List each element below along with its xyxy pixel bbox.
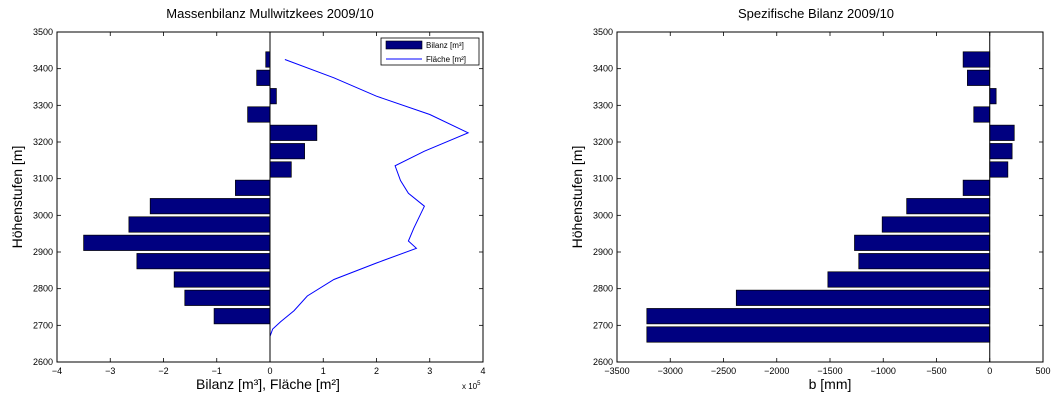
- chart-left-ylabel: Höhenstufen [m]: [9, 146, 25, 249]
- x-tick-label: −1: [212, 366, 222, 376]
- bar: [265, 51, 271, 68]
- y-tick-label: 2600: [593, 357, 613, 367]
- chart-left-flaeche-line: [269, 59, 470, 337]
- y-tick-label: 3300: [33, 100, 53, 110]
- chart-left-bars: [83, 51, 318, 325]
- bar: [989, 88, 997, 105]
- bar: [827, 271, 991, 288]
- bar: [128, 216, 271, 233]
- y-tick-label: 3500: [593, 27, 613, 37]
- bar: [247, 106, 271, 123]
- bar: [269, 143, 305, 160]
- bar: [149, 198, 271, 215]
- y-tick-label: 3200: [593, 137, 613, 147]
- x-tick-label: 4: [480, 366, 485, 376]
- chart-right-bars: [646, 51, 1015, 343]
- y-tick-label: 3000: [593, 210, 613, 220]
- bar: [269, 124, 318, 141]
- exponent-base: x 10: [462, 382, 478, 391]
- x-tick-label: −3: [105, 366, 115, 376]
- bar: [881, 216, 991, 233]
- bar: [854, 234, 991, 251]
- x-tick-label: −500: [926, 366, 946, 376]
- chart-left: Massenbilanz Mullwitzkees 2009/10 −4 −3 −2…: [9, 6, 486, 392]
- y-tick-label: 3500: [33, 27, 53, 37]
- y-tick-label: 3100: [593, 174, 613, 184]
- y-tick-label: 3200: [33, 137, 53, 147]
- x-tick-label: −2000: [764, 366, 789, 376]
- exponent-power: 5: [477, 381, 481, 387]
- bar: [735, 289, 991, 306]
- bar: [989, 124, 1015, 141]
- y-tick-label: 3000: [33, 210, 53, 220]
- x-tick-label: −4: [52, 366, 62, 376]
- bar: [184, 289, 271, 306]
- legend-label-flaeche: Fläche [m²]: [426, 55, 466, 64]
- bar: [256, 69, 271, 86]
- bar: [962, 51, 991, 68]
- chart-right-axes: −3500 −3000 −2500 −2000 −1500 −1000 −500 0 500 26…: [593, 27, 1051, 376]
- chart-right-xlabel: b [mm]: [809, 376, 852, 392]
- bar: [213, 308, 271, 325]
- bar: [235, 179, 271, 196]
- x-tick-label: −1000: [871, 366, 896, 376]
- bar: [136, 253, 271, 270]
- bar: [989, 161, 1009, 178]
- bar: [973, 106, 991, 123]
- chart-right-ylabel: Höhenstufen [m]: [569, 146, 585, 249]
- bar: [989, 143, 1013, 160]
- x-tick-label: 3: [427, 366, 432, 376]
- y-tick-label: 2800: [593, 284, 613, 294]
- y-tick-label: 2900: [33, 247, 53, 257]
- chart-right: Spezifische Bilanz 2009/10 −3500 −3000 −25…: [569, 6, 1051, 392]
- x-tick-label: 1: [321, 366, 326, 376]
- y-tick-label: 2600: [33, 357, 53, 367]
- chart-right-title: Spezifische Bilanz 2009/10: [738, 6, 894, 21]
- bar: [646, 326, 991, 343]
- chart-right-plot-area: [617, 32, 1043, 362]
- bar: [269, 88, 277, 105]
- x-tick-label: 0: [267, 366, 272, 376]
- bar: [173, 271, 271, 288]
- y-tick-label: 3400: [33, 64, 53, 74]
- x-tick-label: 500: [1035, 366, 1050, 376]
- bar: [906, 198, 991, 215]
- chart-left-legend: Bilanz [m³] Fläche [m²]: [380, 37, 480, 66]
- legend-label-bilanz: Bilanz [m³]: [426, 41, 464, 50]
- y-tick-label: 2700: [593, 320, 613, 330]
- x-tick-label: −2500: [711, 366, 736, 376]
- x-tick-label: −3500: [604, 366, 629, 376]
- bar: [967, 69, 991, 86]
- chart-left-frame: [56, 31, 484, 363]
- x-tick-label: 2: [374, 366, 379, 376]
- y-tick-label: 3400: [593, 64, 613, 74]
- bar: [962, 179, 991, 196]
- chart-left-x-exponent: x 105: [462, 381, 481, 391]
- x-tick-label: −3000: [658, 366, 683, 376]
- chart-left-title: Massenbilanz Mullwitzkees 2009/10: [166, 6, 373, 21]
- y-tick-label: 3100: [33, 174, 53, 184]
- chart-left-xlabel: Bilanz [m³], Fläche [m²]: [196, 376, 340, 392]
- bar: [83, 234, 271, 251]
- bar: [269, 161, 292, 178]
- bar: [646, 308, 991, 325]
- x-tick-label: 0: [987, 366, 992, 376]
- y-tick-label: 3300: [593, 100, 613, 110]
- y-tick-label: 2800: [33, 284, 53, 294]
- bar: [858, 253, 991, 270]
- y-tick-label: 2700: [33, 320, 53, 330]
- chart-left-axes: −4 −3 −2 −1 0 1 2 3 4 2600 2700 2800 2900 3000 3100 320…: [33, 27, 486, 376]
- legend-swatch-bilanz: [385, 40, 423, 50]
- y-tick-label: 2900: [593, 247, 613, 257]
- chart-right-frame: [616, 31, 1044, 363]
- x-tick-label: −1500: [817, 366, 842, 376]
- x-tick-label: −2: [158, 366, 168, 376]
